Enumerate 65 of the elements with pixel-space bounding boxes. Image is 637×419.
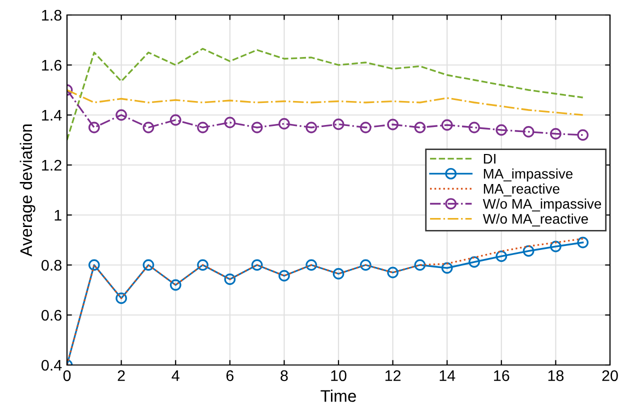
x-tick-label: 8	[280, 370, 288, 382]
point	[142, 259, 154, 271]
point	[88, 122, 100, 134]
y-axis-title: Average deviation	[20, 124, 36, 257]
point	[88, 259, 100, 271]
point	[468, 256, 480, 268]
point	[441, 119, 453, 131]
x-tick-label: 2	[118, 370, 125, 381]
x-tick-label: 0	[63, 370, 71, 382]
x-axis-title: Time	[320, 390, 356, 402]
point	[414, 259, 426, 271]
x-tick-label: 10	[331, 370, 346, 382]
x-tick-label: 18	[548, 370, 564, 382]
y-tick-label: 1.8	[42, 10, 62, 21]
x-tick-label: 4	[172, 370, 180, 381]
y-tick-label: 1.6	[42, 60, 62, 71]
x-tick-label: 14	[440, 370, 456, 381]
point	[441, 262, 453, 274]
point	[197, 122, 208, 134]
x-tick-label: 16	[494, 370, 510, 382]
y-tick-label: 1.4	[42, 110, 62, 121]
point	[170, 279, 182, 291]
point	[550, 240, 562, 252]
y-tick-label: 1.2	[42, 160, 62, 171]
point	[306, 122, 318, 134]
point	[496, 124, 508, 136]
point	[116, 109, 127, 121]
point	[116, 292, 127, 304]
point	[468, 122, 480, 134]
legend-label: W/o MA_reactive	[482, 214, 588, 226]
point	[577, 236, 589, 248]
x-tick-label: 20	[602, 370, 618, 382]
point	[360, 259, 372, 271]
point	[577, 129, 589, 141]
point	[522, 245, 534, 257]
y-tick-label: 0.8	[42, 260, 62, 271]
point	[332, 268, 344, 280]
point	[224, 274, 236, 285]
point	[387, 266, 398, 278]
legend-label: MA_reactive	[484, 184, 560, 196]
point	[251, 122, 263, 134]
y-tick-label: 0.6	[42, 310, 62, 321]
point	[332, 118, 344, 130]
point	[278, 270, 290, 282]
point	[360, 122, 372, 134]
point	[306, 259, 318, 271]
x-tick-label: 12	[385, 370, 401, 381]
line-series	[67, 48, 584, 141]
point	[142, 122, 154, 134]
point	[414, 122, 426, 134]
point	[224, 116, 236, 128]
legend-label: W/o MA_impassive	[482, 198, 602, 212]
point	[496, 250, 508, 262]
point	[170, 114, 182, 126]
x-tick-label: 6	[226, 370, 234, 382]
point	[278, 118, 290, 130]
legend-label: DI	[484, 154, 496, 164]
point	[387, 118, 398, 130]
point	[197, 259, 208, 271]
point	[251, 259, 263, 271]
point	[522, 126, 534, 138]
y-tick-label: 0.4	[42, 360, 62, 371]
y-tick-label: 1	[54, 210, 62, 221]
point	[550, 128, 562, 140]
legend-label: MA_impassive	[484, 168, 572, 182]
